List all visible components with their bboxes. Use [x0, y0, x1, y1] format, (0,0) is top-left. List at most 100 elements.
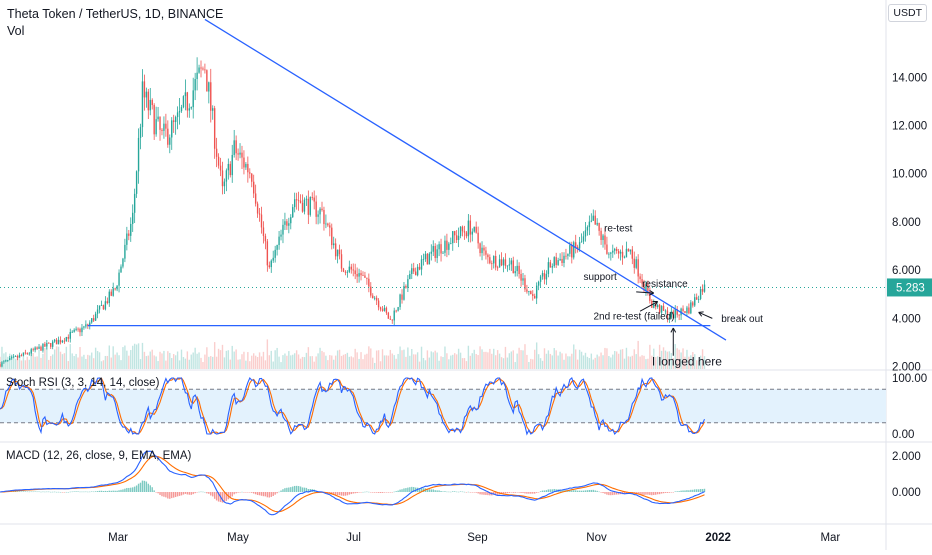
- macd-histogram-bar: [615, 492, 618, 495]
- volume-bar: [649, 344, 651, 369]
- candle-body: [426, 253, 429, 265]
- candle-body: [569, 245, 571, 254]
- candle-body: [356, 274, 358, 277]
- macd-histogram-bar: [176, 492, 179, 497]
- price-tick-label: 12.000: [892, 121, 927, 133]
- candle-body: [89, 322, 91, 327]
- macd-histogram-bar: [149, 485, 151, 492]
- volume-bar: [94, 347, 97, 369]
- macd-histogram-bar: [701, 488, 704, 492]
- volume-bar: [493, 348, 495, 369]
- volume-bar: [340, 355, 343, 369]
- macd-histogram-bar: [592, 489, 594, 492]
- candle-body: [370, 286, 372, 296]
- volume-bar: [174, 355, 177, 369]
- macd-histogram-bar: [264, 492, 267, 497]
- macd-histogram-bar: [116, 490, 118, 492]
- candle-body: [610, 252, 612, 254]
- volume-bar: [354, 348, 356, 369]
- candle-body: [327, 223, 329, 226]
- candle-body: [253, 181, 255, 194]
- candle-body: [686, 307, 688, 313]
- volume-bar: [578, 349, 581, 369]
- volume-bar: [231, 345, 233, 369]
- candle-body: [647, 284, 649, 292]
- volume-bar: [506, 357, 509, 369]
- volume-bar: [206, 347, 208, 369]
- candle-body: [697, 299, 700, 300]
- volume-bar: [701, 349, 704, 369]
- macd-histogram-bar: [610, 492, 612, 496]
- volume-bar: [473, 349, 475, 369]
- volume-bar: [161, 353, 163, 369]
- volume-bar: [680, 352, 682, 369]
- volume-bar: [660, 350, 663, 369]
- volume-bar: [153, 355, 155, 369]
- macd-histogram-bar: [651, 492, 653, 496]
- macd-histogram-bar: [333, 492, 335, 495]
- volume-bar: [666, 351, 669, 369]
- volume-bar: [249, 361, 251, 369]
- volume-bar: [485, 351, 487, 369]
- macd-histogram-bar: [463, 491, 466, 493]
- volume-bar: [405, 356, 407, 369]
- macd-histogram-bar: [284, 488, 286, 492]
- volume-bar: [629, 356, 632, 369]
- volume-bar: [98, 352, 101, 369]
- volume-bar: [370, 348, 372, 369]
- candle-body: [614, 248, 616, 251]
- macd-histogram-bar: [83, 491, 85, 493]
- candle-body: [413, 268, 415, 272]
- candle-body: [555, 257, 557, 265]
- volume-bar: [442, 356, 444, 369]
- macd-histogram-bar: [399, 489, 401, 492]
- volume-bar: [604, 347, 606, 369]
- volume-bar: [454, 353, 456, 369]
- arrow-second-retest: [639, 301, 658, 312]
- candle-body: [262, 227, 265, 236]
- volume-bar: [106, 355, 109, 369]
- macd-histogram-bar: [670, 492, 673, 493]
- candle-body: [506, 265, 509, 267]
- macd-histogram-bar: [65, 491, 68, 493]
- volume-bar: [446, 353, 448, 369]
- volume-bar: [366, 353, 368, 369]
- macd-histogram-bar: [253, 492, 255, 494]
- volume-bar: [57, 346, 60, 369]
- volume-bar: [290, 355, 292, 369]
- candle-body: [149, 99, 151, 111]
- candle-body: [169, 137, 171, 145]
- macd-histogram-bar: [135, 485, 138, 492]
- currency-badge[interactable]: USDT: [888, 4, 927, 22]
- volume-bar: [53, 349, 56, 369]
- candle-body: [106, 301, 109, 304]
- volume-bar: [18, 356, 21, 369]
- macd-histogram-bar: [223, 492, 226, 503]
- volume-bar: [668, 351, 671, 369]
- macd-histogram-bar: [489, 492, 491, 496]
- volume-bar: [92, 358, 95, 369]
- candle-body: [174, 117, 177, 122]
- macd-histogram-bar: [635, 492, 637, 494]
- candle-body: [662, 305, 665, 311]
- volume-bar: [658, 344, 661, 369]
- volume-bar: [292, 354, 294, 369]
- candle-body: [354, 270, 356, 275]
- candle-body: [428, 253, 431, 265]
- volume-bar: [100, 361, 103, 369]
- macd-histogram-bar: [120, 489, 122, 492]
- macd-histogram-bar: [688, 490, 690, 492]
- candle-body: [668, 317, 671, 319]
- volume-bar: [565, 353, 567, 369]
- candle-body: [649, 291, 651, 301]
- volume-bar: [606, 348, 608, 369]
- volume-bar: [73, 356, 75, 369]
- candle-body: [91, 318, 93, 323]
- volume-bar: [615, 351, 618, 369]
- macd-histogram-bar: [217, 492, 220, 502]
- candle-body: [547, 262, 550, 275]
- candle-body: [401, 294, 403, 300]
- candle-body: [571, 245, 573, 258]
- candle-body: [50, 342, 52, 347]
